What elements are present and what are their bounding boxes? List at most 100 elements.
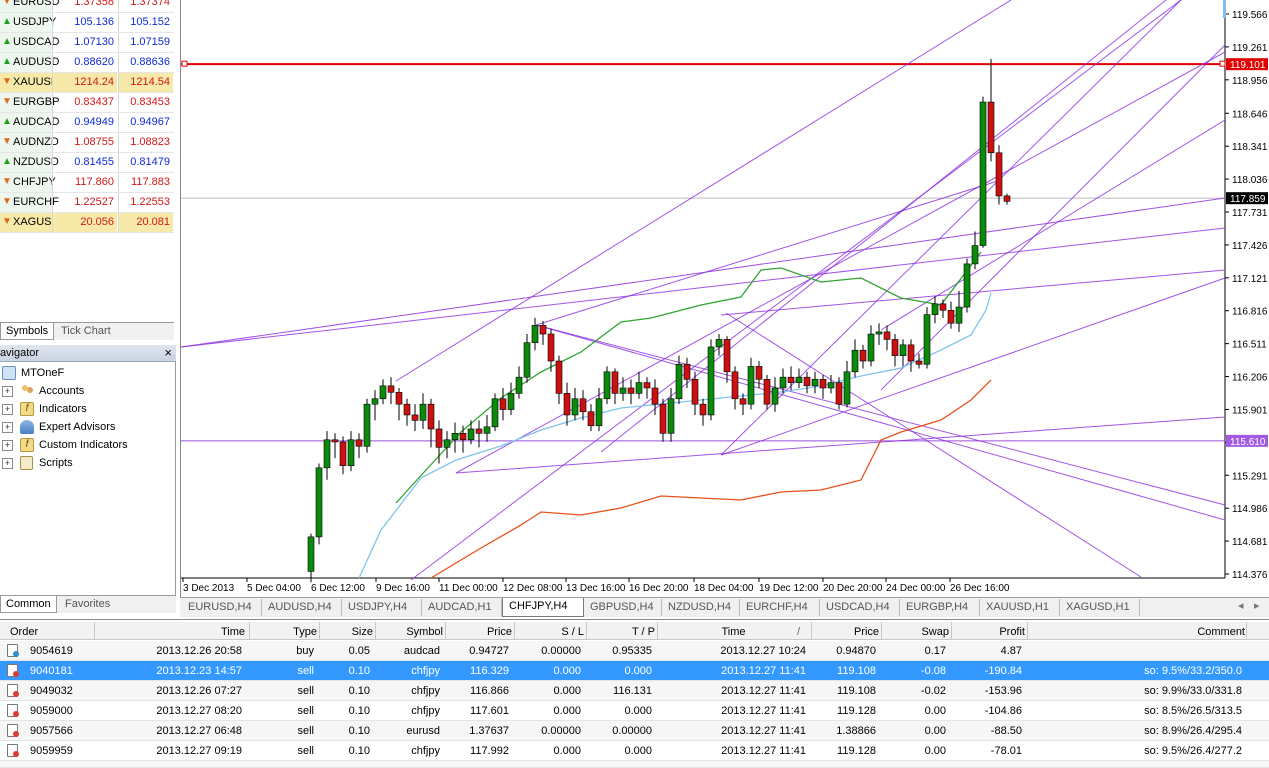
- bid-cell: 20.056: [52, 213, 117, 232]
- purple-line-price-tag-bg: [1226, 434, 1268, 447]
- column-divider[interactable]: [319, 622, 320, 640]
- column-header-time2[interactable]: Time: [721, 626, 746, 638]
- market-watch-row[interactable]: ▼ CHFJPY 117.860 117.883: [0, 173, 174, 193]
- market-watch-row[interactable]: ▲ USDJPY 105.136 105.152: [0, 13, 174, 33]
- trade-row[interactable]: 9057566 2013.12.27 06:48 sell 0.10 eurusd 1.3…: [0, 721, 1269, 741]
- cell-symbol: chfjpy: [411, 705, 440, 717]
- trend-line: [181, 227, 1226, 348]
- price-chart[interactable]: 119.566 119.261 118.956 118.646 118.341 118.0…: [181, 0, 1269, 597]
- chart-tabs-bar: ◂ ▸ EURUSD,H4 AUDUSD,H4 USDJPY,H4 AUDCAD,H1…: [180, 597, 1269, 617]
- chart-tab[interactable]: AUDCAD,H1: [422, 599, 502, 616]
- column-header-time[interactable]: Time: [220, 626, 245, 638]
- column-divider[interactable]: [951, 622, 952, 640]
- market-watch-row[interactable]: ▲ AUDCAD 0.94949 0.94967: [0, 113, 174, 133]
- market-watch-row[interactable]: ▼ EURGBP 0.83437 0.83453: [0, 93, 174, 113]
- column-divider[interactable]: [586, 622, 587, 640]
- column-header-comment[interactable]: Comment: [1197, 626, 1245, 638]
- market-watch-row[interactable]: ▼ EURCHF 1.22527 1.22553: [0, 193, 174, 213]
- scroll-left-icon[interactable]: ◂: [1238, 600, 1244, 612]
- chart-tab[interactable]: NZDUSD,H4: [662, 599, 740, 616]
- cell-order: 9059000: [30, 705, 73, 717]
- chart-tab[interactable]: EURGBP,H4: [900, 599, 980, 616]
- price-tick-label: 114.681: [1232, 537, 1268, 548]
- market-watch-row[interactable]: ▼ XAGUSD 20.056 20.081: [0, 213, 174, 233]
- column-header-tp[interactable]: T / P: [631, 626, 655, 638]
- column-header-sl[interactable]: S / L: [561, 626, 584, 638]
- bid-cell: 0.81455: [52, 153, 117, 172]
- chart-tab[interactable]: EURCHF,H4: [740, 599, 820, 616]
- chart-tab[interactable]: USDCAD,H4: [820, 599, 900, 616]
- column-divider[interactable]: [657, 622, 658, 640]
- expand-custom-indicators-icon[interactable]: +: [2, 440, 13, 451]
- chart-tab[interactable]: GBPUSD,H4: [584, 599, 662, 616]
- column-divider[interactable]: [249, 622, 250, 640]
- column-header-type[interactable]: Type: [293, 626, 317, 638]
- market-watch-row[interactable]: ▼ XAUUSD 1214.24 1214.54: [0, 73, 174, 93]
- accounts-icon: [20, 384, 34, 398]
- candle-body: [539, 325, 547, 335]
- tab-common[interactable]: Common: [0, 596, 57, 613]
- expand-accounts-icon[interactable]: +: [2, 386, 13, 397]
- cell-order: 9049032: [30, 685, 73, 697]
- market-watch-row[interactable]: ▲ USDCAD 1.07130 1.07159: [0, 33, 174, 53]
- column-divider[interactable]: [881, 622, 882, 640]
- symbol-name: XAGUSD: [13, 216, 60, 228]
- bid-price: 105.136: [74, 16, 114, 28]
- trade-row[interactable]: 9059959 2013.12.27 09:19 sell 0.10 chfjpy 117…: [0, 741, 1269, 761]
- column-header-profit[interactable]: Profit: [999, 626, 1025, 638]
- column-header-price2[interactable]: Price: [853, 626, 879, 638]
- expand-indicators-icon[interactable]: +: [2, 404, 13, 415]
- column-divider[interactable]: [1246, 622, 1247, 640]
- tab-symbols[interactable]: Symbols: [0, 323, 55, 340]
- tab-favorites[interactable]: Favorites: [65, 598, 111, 610]
- cell-time2: 2013.12.27 11:41: [721, 685, 806, 697]
- trade-row[interactable]: 9049032 2013.12.26 07:27 sell 0.10 chfjpy 116…: [0, 681, 1269, 701]
- candle-body: [907, 344, 915, 362]
- cell-type: buy: [296, 645, 314, 657]
- chart-tab[interactable]: XAGUSD,H1: [1060, 599, 1140, 616]
- column-header-symbol[interactable]: Symbol: [406, 626, 443, 638]
- chart-tab[interactable]: EURUSD,H4: [182, 599, 262, 616]
- close-icon[interactable]: ×: [164, 345, 172, 360]
- trade-row[interactable]: 9040181 2013.12.23 14:57 sell 0.10 chfjpy 116…: [0, 661, 1269, 681]
- column-divider[interactable]: [811, 622, 812, 640]
- trend-line: [455, 51, 1226, 474]
- cell-time: 2013.12.27 06:48: [156, 725, 242, 737]
- column-divider[interactable]: [94, 622, 95, 640]
- column-divider[interactable]: [375, 622, 376, 640]
- column-header-size[interactable]: Size: [351, 626, 373, 638]
- bid-price: 0.94949: [74, 116, 114, 128]
- column-divider[interactable]: [445, 622, 446, 640]
- market-watch-row[interactable]: ▲ NZDUSD 0.81455 0.81479: [0, 153, 174, 173]
- symbol-name: USDCAD: [13, 36, 60, 48]
- column-header-order[interactable]: Order: [10, 626, 39, 638]
- chart-window[interactable]: 119.566 119.261 118.956 118.646 118.341 118.0…: [180, 0, 1269, 597]
- scroll-right-icon[interactable]: ▸: [1254, 600, 1260, 612]
- column-header-price[interactable]: Price: [486, 626, 512, 638]
- time-tick-label: 18 Dec 04:00: [694, 583, 754, 594]
- expand-expert-advisors-icon[interactable]: +: [2, 422, 13, 433]
- chart-tab[interactable]: USDJPY,H4: [342, 599, 422, 616]
- market-watch-row[interactable]: ▲ AUDUSD 0.88620 0.88636: [0, 53, 174, 73]
- trade-row[interactable]: 9059000 2013.12.27 08:20 sell 0.10 chfjpy 117…: [0, 701, 1269, 721]
- column-divider[interactable]: [1027, 622, 1028, 640]
- tab-tick-chart[interactable]: Tick Chart: [61, 325, 111, 337]
- chart-tab[interactable]: XAUUSD,H1: [980, 599, 1060, 616]
- market-watch-row[interactable]: ▼ AUDNZD 1.08755 1.08823: [0, 133, 174, 153]
- time-tick-label: 6 Dec 12:00: [311, 583, 365, 594]
- column-header-swap[interactable]: Swap: [921, 626, 949, 638]
- bid-cell: 0.94949: [52, 113, 117, 132]
- trade-row[interactable]: 9054619 2013.12.26 20:58 buy 0.05 audcad 0.94…: [0, 641, 1269, 661]
- column-divider[interactable]: [514, 622, 515, 640]
- cell-price2: 1.38866: [836, 725, 876, 737]
- candle-body: [659, 403, 667, 434]
- candle-body: [595, 398, 603, 427]
- candle-body: [483, 426, 491, 434]
- chart-tab[interactable]: CHFJPY,H4: [502, 598, 584, 617]
- market-watch-row[interactable]: ▼ EURUSD 1.37358 1.37374: [0, 0, 174, 13]
- expand-scripts-icon[interactable]: +: [2, 458, 13, 469]
- ask-cell: 0.94967: [118, 113, 173, 132]
- chart-tab[interactable]: AUDUSD,H4: [262, 599, 342, 616]
- time-tick-label: 11 Dec 00:00: [439, 583, 498, 594]
- line-handle: [1219, 60, 1226, 67]
